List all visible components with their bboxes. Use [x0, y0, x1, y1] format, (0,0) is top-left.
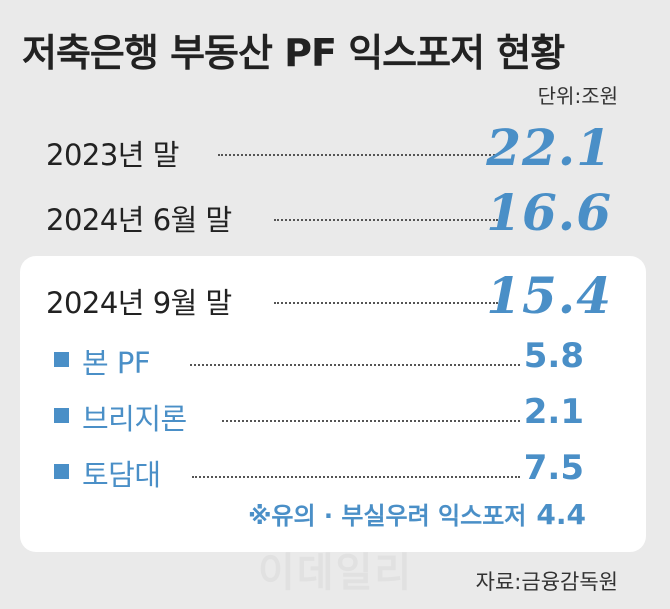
square-bullet-icon: [54, 464, 69, 479]
row-value: 16.6: [486, 183, 612, 242]
dotted-leader: [222, 420, 520, 422]
square-bullet-icon: [54, 352, 69, 367]
row-label: 2024년 9월 말: [46, 286, 232, 320]
breakdown-item-bon-pf: 본 PF 5.8: [0, 334, 670, 384]
highlight-card: [20, 256, 646, 552]
breakdown-label: 브리지론: [82, 402, 187, 436]
dotted-leader: [190, 364, 520, 366]
dotted-leader: [192, 476, 520, 478]
breakdown-label: 토담대: [82, 458, 161, 492]
footnote: ※유의 · 부실우려 익스포저 4.4: [248, 496, 586, 531]
breakdown-label: 본 PF: [82, 346, 151, 380]
dotted-leader: [274, 219, 498, 221]
breakdown-value: 7.5: [523, 448, 584, 488]
row-label: 2023년 말: [46, 138, 179, 172]
row-label: 2024년 6월 말: [46, 203, 232, 237]
source-label: 자료:금융감독원: [475, 570, 618, 594]
unit-label: 단위:조원: [537, 84, 618, 108]
breakdown-item-land-collateral: 토담대 7.5: [0, 446, 670, 496]
row-2024-jun: 2024년 6월 말 16.6: [0, 183, 670, 243]
dotted-leader: [218, 154, 498, 156]
breakdown-value: 5.8: [523, 336, 584, 376]
row-value: 22.1: [486, 118, 612, 177]
watermark-logo: 이데일리: [258, 550, 414, 596]
row-value: 15.4: [486, 266, 612, 325]
row-2023-end: 2023년 말 22.1: [0, 118, 670, 178]
dotted-leader: [274, 302, 498, 304]
row-2024-sep: 2024년 9월 말 15.4: [0, 266, 670, 326]
square-bullet-icon: [54, 408, 69, 423]
footnote-value: 4.4: [536, 498, 586, 531]
footnote-label: ※유의 · 부실우려 익스포저: [248, 502, 527, 530]
breakdown-item-bridge-loan: 브리지론 2.1: [0, 390, 670, 440]
breakdown-value: 2.1: [523, 392, 584, 432]
chart-title: 저축은행 부동산 PF 익스포저 현황: [22, 31, 565, 75]
